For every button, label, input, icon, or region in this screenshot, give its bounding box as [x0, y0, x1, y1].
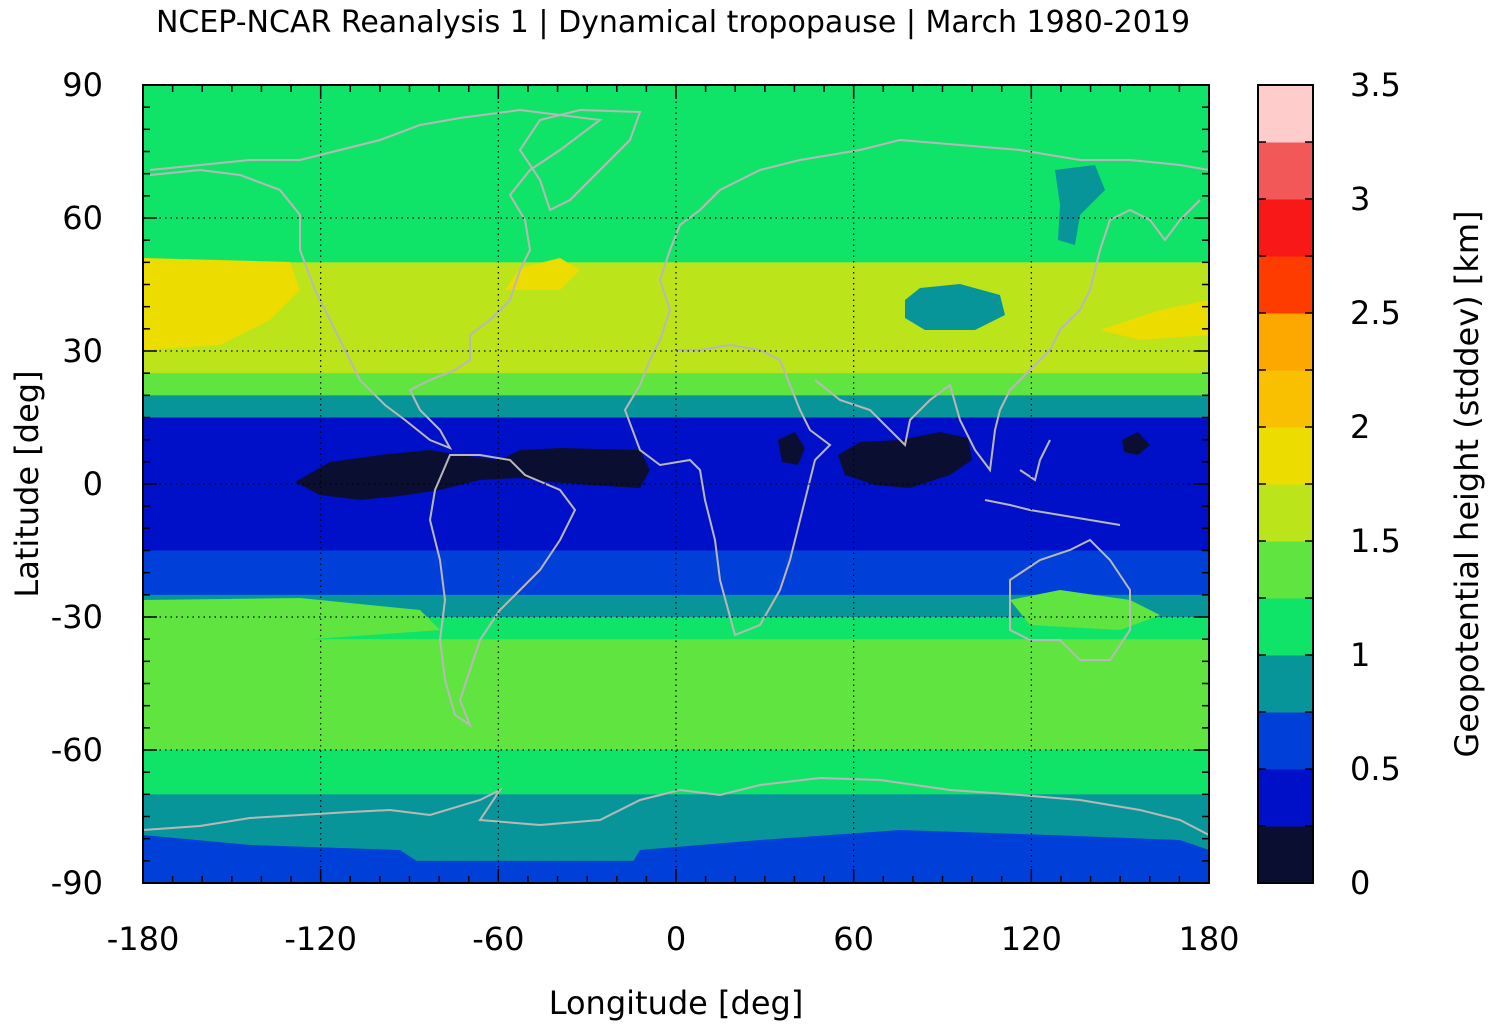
x-axis-label: Longitude [deg] [549, 984, 804, 1022]
field-patch-australia-high [1010, 590, 1160, 630]
zonal-band [143, 705, 1209, 729]
y-tick-label: -90 [51, 864, 103, 902]
coastline-maritime [984, 439, 1121, 526]
y-tick-label: 0 [83, 465, 103, 503]
colorbar-tick-label: 3.5 [1350, 66, 1401, 104]
colorbar-segment [1258, 712, 1313, 770]
colorbar-segment [1258, 313, 1313, 371]
field-patch-africa-min [778, 432, 805, 465]
field-patch-antarctic-low [620, 830, 1209, 883]
zonal-band [143, 351, 1209, 374]
coastline-europe-africa [623, 138, 1209, 637]
field-patch-npacific-max [143, 258, 300, 350]
colorbar-segment [1258, 484, 1313, 542]
coastline-australia [1009, 538, 1131, 661]
colorbar-segment [1258, 142, 1313, 200]
zonal-band [143, 395, 1209, 418]
colorbar-segment [1258, 655, 1313, 713]
x-tick-label: 180 [1178, 920, 1239, 958]
colorbar-segment [1258, 199, 1313, 257]
coastline-asia [814, 199, 1201, 473]
field-patch-indian-min [838, 432, 972, 488]
colorbar-tick-label: 2 [1350, 408, 1370, 446]
zonal-band [143, 750, 1209, 773]
colorbar-frame [1257, 84, 1314, 884]
field-patch-siberia-min [1055, 165, 1105, 245]
x-tick-label: 120 [1001, 920, 1062, 958]
y-tick-label: 60 [62, 199, 103, 237]
x-tick-label: -60 [472, 920, 524, 958]
colorbar-tick-label: 3 [1350, 180, 1370, 218]
chart-title: NCEP-NCAR Reanalysis 1 | Dynamical tropo… [156, 5, 1190, 40]
x-tick-label: -180 [107, 920, 180, 958]
colorbar-label: Geopotential height (stddev) [km] [1448, 210, 1486, 757]
y-tick-label: 90 [62, 66, 103, 104]
x-tick-label: 60 [833, 920, 874, 958]
colorbar-segment [1258, 598, 1313, 656]
colorbar-tick-label: 0 [1350, 864, 1370, 902]
coastline-antarctica [143, 776, 1209, 836]
x-tick-labels: -180 -120 -60 0 60 120 180 [107, 920, 1240, 958]
colorbar-segment [1258, 256, 1313, 314]
colorbar-segment [1258, 427, 1313, 485]
plot-area [143, 85, 1209, 883]
colorbar-segment [1258, 85, 1313, 143]
coastline-south-america [428, 454, 577, 728]
field-patch-epacific-min [295, 448, 650, 500]
colorbar-tick-labels: 3.5 3 2.5 2 1.5 1 0.5 0 [1350, 66, 1401, 902]
colorbar-tick-label: 2.5 [1350, 294, 1401, 332]
field-patch-nwpacific-max [1100, 300, 1209, 340]
field-patch-antarctic-low-west [143, 835, 450, 883]
colorbar-tick-label: 1.5 [1350, 522, 1401, 560]
y-tick-labels: 90 60 30 0 -30 -60 -90 [51, 66, 103, 902]
x-tick-label: -120 [284, 920, 357, 958]
coastlines [143, 108, 1209, 836]
zonal-band [143, 727, 1209, 751]
colorbar-segment [1258, 370, 1313, 428]
zonal-band [143, 506, 1209, 529]
zonal-band [143, 550, 1209, 574]
field-patch-wpacific-min [1122, 432, 1150, 455]
colorbar-segment [1258, 826, 1313, 884]
field-patch-tibet-min [905, 284, 1005, 330]
zonal-band [143, 661, 1209, 684]
zonal-band [143, 572, 1209, 596]
zonal-band [143, 639, 1209, 662]
coastline-greenland [518, 108, 642, 212]
colorbar-segment [1258, 541, 1313, 599]
colorbar [1258, 85, 1313, 884]
field-patches [143, 165, 1209, 883]
grid-lines [143, 85, 1209, 883]
field-patch-natlantic-max [505, 258, 580, 290]
axis-ticks [142, 84, 1210, 884]
field-patch-spacific-low [143, 598, 440, 640]
zonal-band [143, 683, 1209, 707]
y-tick-label: 30 [62, 332, 103, 370]
zonal-band [143, 528, 1209, 551]
coastline-north-america [149, 108, 603, 450]
colorbar-tick-label: 0.5 [1350, 750, 1401, 788]
y-axis-label: Latitude [deg] [8, 370, 46, 597]
y-tick-label: -60 [51, 731, 103, 769]
colorbar-segment [1258, 769, 1313, 827]
x-tick-label: 0 [666, 920, 686, 958]
colorbar-tick-label: 1 [1350, 636, 1370, 674]
y-tick-label: -30 [51, 598, 103, 636]
